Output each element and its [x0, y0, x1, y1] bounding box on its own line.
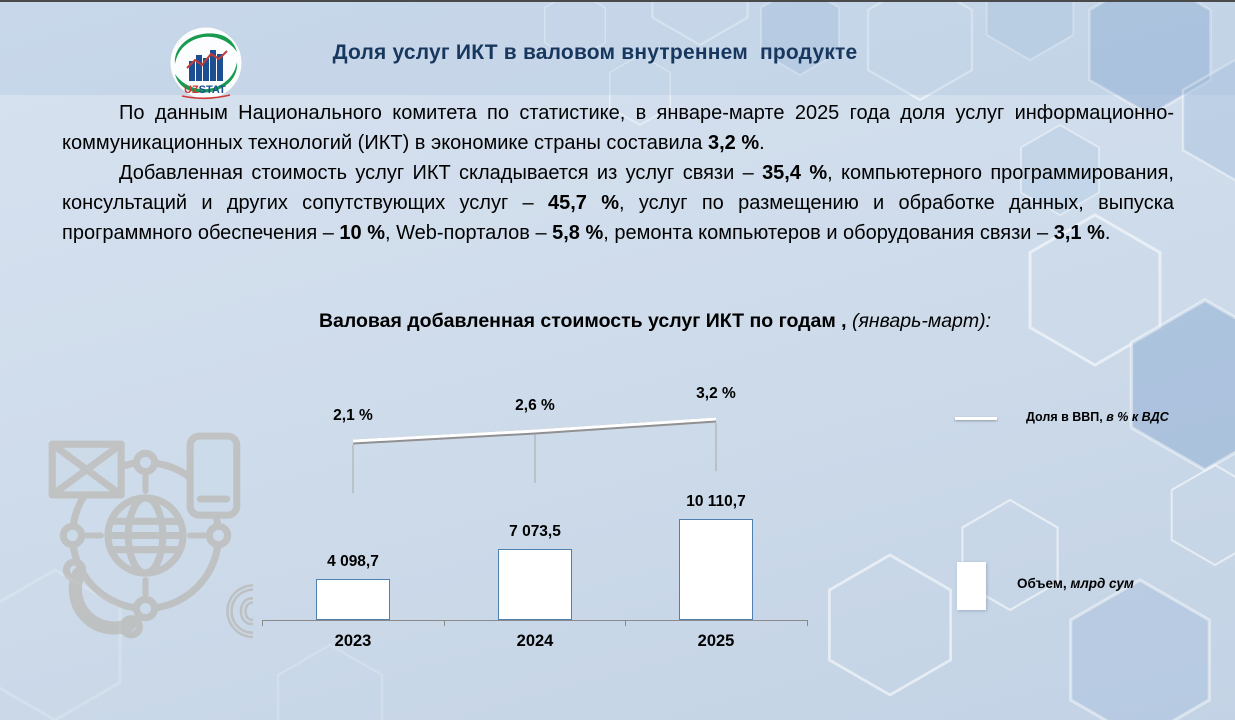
envelope-icon [48, 440, 125, 499]
text-segment: млрд сум [1066, 576, 1134, 591]
globe-icon [104, 494, 187, 577]
x-axis-tick [625, 620, 626, 626]
logo-green-swoosh-bottom [175, 62, 238, 93]
text-segment: Добавленная стоимость услуг ИКТ складыва… [119, 162, 763, 184]
x-axis-tick [262, 620, 263, 626]
at-sign-icon: @ [224, 572, 253, 641]
category-label-2023: 2023 [334, 632, 372, 650]
page-title: Доля услуг ИКТ в валовом внутреннем прод… [332, 41, 858, 64]
text-segment: 3,1 % [1053, 222, 1105, 244]
line-value-2024: 2,6 % [515, 397, 555, 414]
bar-value-2024: 7 073,5 [509, 523, 561, 540]
text-segment: , услуг по размещению и обработке данных… [62, 192, 1175, 244]
bar-2024 [498, 549, 572, 620]
window-top-edge [0, 0, 1235, 2]
category-label-2024: 2024 [516, 632, 554, 650]
text-segment: . [1104, 222, 1111, 244]
svg-text:UZSTAT: UZSTAT [184, 84, 226, 96]
category-label-2025: 2025 [697, 632, 735, 650]
text-segment: , Web-порталов – [385, 222, 553, 244]
body-text: По данным Национального комитета по стат… [62, 98, 1174, 248]
text-segment: , ремонта компьютеров и оборудования свя… [603, 222, 1054, 244]
x-axis [262, 620, 808, 621]
x-axis-tick [444, 620, 445, 626]
text-segment: Валовая добавленная стоимость услуг ИКТ … [318, 310, 847, 332]
logo-green-swoosh-top [174, 33, 237, 64]
text-segment: 35,4 % [762, 162, 828, 184]
uzstat-logo: UZSTAT [169, 26, 243, 100]
line-value-2023: 2,1 % [333, 407, 373, 424]
paragraph-gdp-share: По данным Национального комитета по стат… [62, 98, 1174, 158]
bar-value-2023: 4 098,7 [327, 553, 379, 570]
text-segment: Доля в ВВП, [1026, 410, 1103, 424]
x-axis-tick [807, 620, 808, 626]
text-segment: Объем, [1017, 576, 1067, 591]
text-segment: 45,7 % [547, 192, 619, 214]
bar-value-2025: 10 110,7 [686, 493, 746, 510]
logo-trend-line [186, 50, 228, 69]
text-segment: 10 % [339, 222, 386, 244]
logo-bars [189, 50, 223, 81]
line-value-2025: 3,2 % [696, 385, 736, 402]
text-segment: , компьютерного программирования, консул… [62, 162, 1174, 214]
text-segment: 5,8 % [552, 222, 604, 244]
bar-2023 [316, 579, 390, 620]
legend-label-share: Доля в ВВП, в % к ВДС [1026, 410, 1169, 424]
smartphone-icon [186, 432, 241, 519]
text-segment: (январь-март): [846, 310, 992, 332]
text-segment: в % к ВДС [1102, 410, 1169, 424]
telecom-watermark-icon: @ [48, 432, 253, 642]
text-segment: . [759, 132, 765, 154]
text-segment: 3,2 % [707, 132, 760, 154]
legend-bar-swatch [957, 562, 986, 610]
phone-handset-icon [62, 558, 143, 639]
bar-2025 [679, 519, 753, 620]
legend-label-volume: Объем, млрд сум [1017, 576, 1134, 591]
chart-title: Валовая добавленная стоимость услуг ИКТ … [75, 310, 1235, 333]
text-segment: По данным Национального комитета по стат… [62, 102, 1174, 154]
legend-line-swatch [955, 417, 997, 420]
paragraph-structure: Добавленная стоимость услуг ИКТ складыва… [62, 158, 1174, 248]
